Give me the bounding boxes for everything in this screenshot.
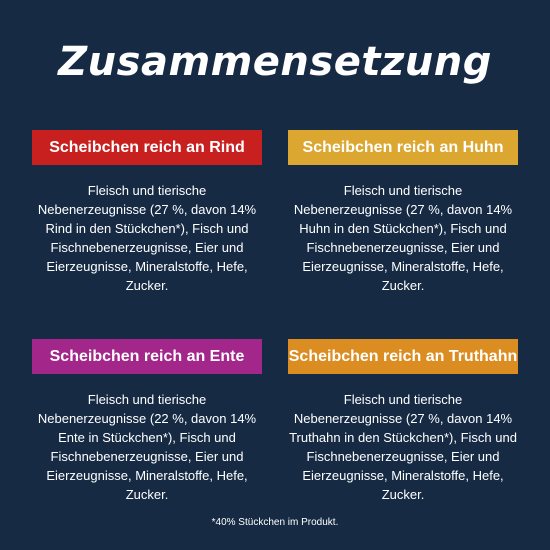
- ingredients-line: Nebenerzeugnisse (27 %, davon 14%: [293, 411, 513, 426]
- variant-badge-huhn: Scheibchen reich an Huhn: [288, 130, 518, 165]
- page-title: Zusammensetzung: [58, 39, 492, 85]
- ingredients-line: Rind in den Stückchen*), Fisch und: [45, 221, 249, 236]
- ingredients-line: Huhn in den Stückchen*), Fisch und: [299, 221, 507, 236]
- ingredients-line: Fleisch und tierische: [87, 183, 207, 198]
- ingredients-line: Fischnebenerzeugnisse, Eier und: [50, 449, 244, 464]
- ingredients-text-huhn: Fleisch und tierische Nebenerzeugnisse (…: [288, 181, 518, 295]
- ingredients-line: Zucker.: [125, 487, 169, 502]
- ingredients-line: Zucker.: [125, 278, 169, 293]
- ingredients-line: Ente in Stückchen*), Fisch und: [58, 430, 236, 445]
- ingredients-line: Fischnebenerzeugnisse, Eier und: [306, 449, 500, 464]
- composition-card-truthahn: Scheibchen reich an Truthahn Fleisch und…: [288, 339, 518, 504]
- variant-badge-rind: Scheibchen reich an Rind: [32, 130, 262, 165]
- ingredients-text-truthahn: Fleisch und tierische Nebenerzeugnisse (…: [288, 390, 518, 504]
- ingredients-line: Eierzeugnisse, Mineralstoffe, Hefe,: [46, 468, 248, 483]
- variant-badge-ente: Scheibchen reich an Ente: [32, 339, 262, 374]
- ingredients-line: Nebenerzeugnisse (27 %, davon 14%: [293, 202, 513, 217]
- composition-card-rind: Scheibchen reich an Rind Fleisch und tie…: [32, 130, 262, 295]
- ingredients-text-ente: Fleisch und tierische Nebenerzeugnisse (…: [32, 390, 262, 504]
- ingredients-line: Fleisch und tierische: [343, 183, 463, 198]
- ingredients-line: Fleisch und tierische: [87, 392, 207, 407]
- composition-card-huhn: Scheibchen reich an Huhn Fleisch und tie…: [288, 130, 518, 295]
- ingredients-line: Eierzeugnisse, Mineralstoffe, Hefe,: [302, 259, 504, 274]
- ingredients-line: Fischnebenerzeugnisse, Eier und: [306, 240, 500, 255]
- ingredients-line: Nebenerzeugnisse (27 %, davon 14%: [37, 202, 257, 217]
- ingredients-line: Nebenerzeugnisse (22 %, davon 14%: [37, 411, 257, 426]
- ingredients-text-rind: Fleisch und tierische Nebenerzeugnisse (…: [32, 181, 262, 295]
- footnote: *40% Stückchen im Produkt.: [211, 517, 339, 528]
- ingredients-line: Zucker.: [381, 487, 425, 502]
- variant-badge-truthahn: Scheibchen reich an Truthahn: [288, 339, 518, 374]
- ingredients-line: Eierzeugnisse, Mineralstoffe, Hefe,: [302, 468, 504, 483]
- ingredients-line: Eierzeugnisse, Mineralstoffe, Hefe,: [46, 259, 248, 274]
- ingredients-line: Truthahn in den Stückchen*), Fisch und: [289, 430, 517, 445]
- ingredients-line: Zucker.: [381, 278, 425, 293]
- composition-card-ente: Scheibchen reich an Ente Fleisch und tie…: [32, 339, 262, 504]
- ingredients-line: Fleisch und tierische: [343, 392, 463, 407]
- ingredients-line: Fischnebenerzeugnisse, Eier und: [50, 240, 244, 255]
